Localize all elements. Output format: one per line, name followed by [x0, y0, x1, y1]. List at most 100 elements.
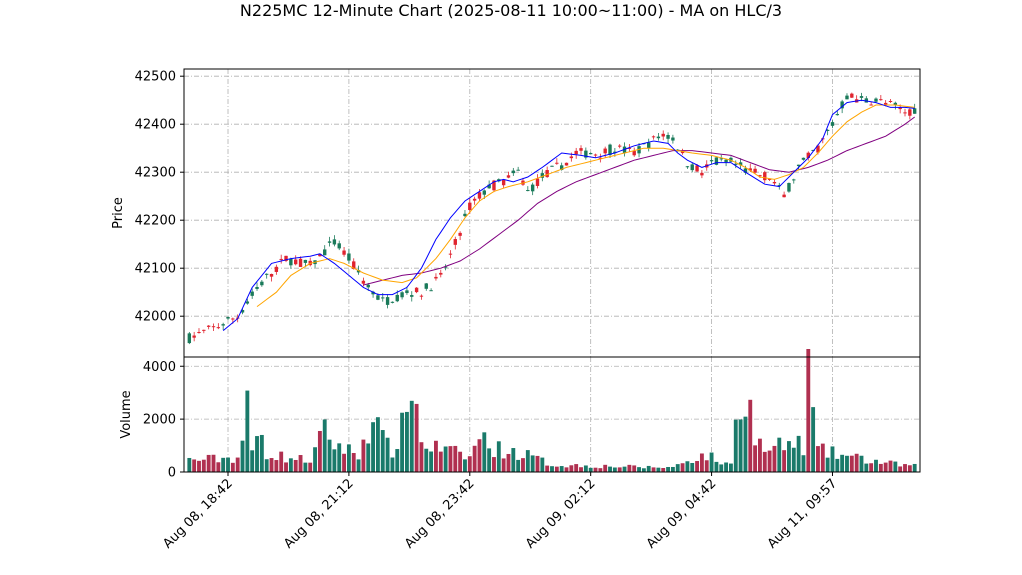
- volume-bar: [840, 454, 845, 472]
- candle-body: [245, 301, 250, 304]
- volume-bar: [303, 462, 308, 472]
- volume-bar: [743, 416, 748, 472]
- price-ytick-label: 42200: [135, 214, 176, 229]
- candle-body: [685, 166, 690, 168]
- candle-body: [274, 266, 279, 272]
- candle-body: [603, 148, 607, 154]
- volume-bar: [854, 453, 859, 472]
- volume-bar: [448, 446, 453, 472]
- volume-bar: [327, 439, 332, 472]
- volume-bar: [898, 466, 903, 472]
- volume-bar: [385, 437, 390, 472]
- price-ytick-label: 42000: [135, 310, 176, 325]
- volume-bar: [675, 464, 680, 472]
- volume-bar: [845, 455, 849, 472]
- candle-body: [671, 137, 675, 141]
- candle-body: [530, 184, 535, 192]
- volume-bar: [419, 442, 424, 472]
- candle-body: [825, 129, 830, 131]
- volume-bar: [192, 459, 197, 472]
- volume-bar: [371, 422, 376, 472]
- volume-bar: [695, 461, 700, 472]
- volume-bar: [496, 441, 501, 472]
- candle-body: [796, 164, 801, 167]
- volume-bar: [293, 459, 298, 472]
- candle-body: [811, 149, 815, 151]
- candle-body: [327, 241, 332, 243]
- candle-body: [782, 194, 786, 198]
- candle-body: [627, 147, 632, 149]
- price-panel-frame: [183, 68, 921, 358]
- volume-bar: [259, 434, 264, 472]
- candle-body: [734, 163, 738, 165]
- candle-body: [661, 133, 665, 137]
- x-tick-label: Aug 08, 21:12: [281, 476, 357, 552]
- candle-body: [555, 162, 559, 164]
- candle-body: [255, 287, 259, 289]
- candle-body: [792, 179, 796, 181]
- volume-bar: [264, 459, 269, 472]
- candle-body: [511, 170, 516, 174]
- volume-bar: [492, 457, 496, 472]
- volume-bar: [487, 448, 492, 472]
- volume-bar: [646, 465, 651, 472]
- volume-bar: [516, 459, 521, 472]
- volume-bar: [322, 419, 327, 472]
- volume-bar: [332, 449, 337, 472]
- volume-bar: [888, 460, 893, 472]
- candle-body: [240, 309, 245, 313]
- candle-body: [501, 179, 506, 186]
- candle-body: [588, 153, 593, 155]
- candle-body: [468, 202, 472, 210]
- volume-bar: [308, 462, 313, 472]
- candle-body: [197, 332, 201, 334]
- candle-body: [593, 154, 598, 156]
- volume-bar: [211, 454, 216, 472]
- candle-body: [492, 180, 496, 191]
- candle-body: [264, 273, 269, 275]
- volume-bar: [274, 460, 279, 472]
- volume-bar: [670, 466, 675, 472]
- volume-bar: [554, 466, 559, 472]
- volume-bar: [400, 412, 405, 472]
- candle-body: [695, 165, 699, 172]
- candle-body: [371, 291, 375, 295]
- volume-bar: [753, 445, 758, 472]
- x-tick-label: Aug 08, 23:42: [402, 476, 478, 552]
- volume-ytick-label: 0: [168, 466, 176, 481]
- volume-bar: [820, 443, 825, 472]
- price-ytick-label: 42300: [135, 166, 176, 181]
- candle-body: [472, 198, 477, 201]
- volume-bar: [269, 458, 274, 472]
- volume-bar: [738, 419, 743, 472]
- volume-bar: [409, 400, 414, 472]
- volume-bar: [540, 457, 545, 472]
- candle-body: [487, 184, 491, 189]
- volume-bar: [714, 461, 719, 472]
- ma-mid-line: [256, 104, 915, 308]
- volume-bar: [525, 450, 530, 472]
- volume-bar: [501, 458, 506, 472]
- volume-bar: [434, 440, 438, 472]
- volume-bar: [574, 464, 579, 472]
- candle-body: [579, 148, 583, 151]
- candle-body: [535, 178, 540, 186]
- volume-bar: [864, 463, 869, 472]
- volume-bar: [903, 464, 907, 472]
- volume-bar: [463, 459, 467, 472]
- volume-bar: [830, 446, 835, 472]
- volume-bar: [612, 467, 617, 472]
- candle-body: [337, 243, 341, 249]
- volume-bar: [767, 450, 772, 472]
- volume-bar: [893, 461, 898, 472]
- volume-bar: [666, 466, 670, 472]
- candle-body: [845, 95, 849, 100]
- volume-bar: [298, 455, 303, 472]
- volume-bar: [709, 452, 714, 472]
- candle-body: [816, 145, 820, 153]
- volume-bar: [438, 451, 443, 472]
- volume-bar: [883, 462, 888, 472]
- volume-bar: [874, 459, 878, 472]
- candle-body: [332, 239, 337, 245]
- candle-body: [289, 258, 293, 266]
